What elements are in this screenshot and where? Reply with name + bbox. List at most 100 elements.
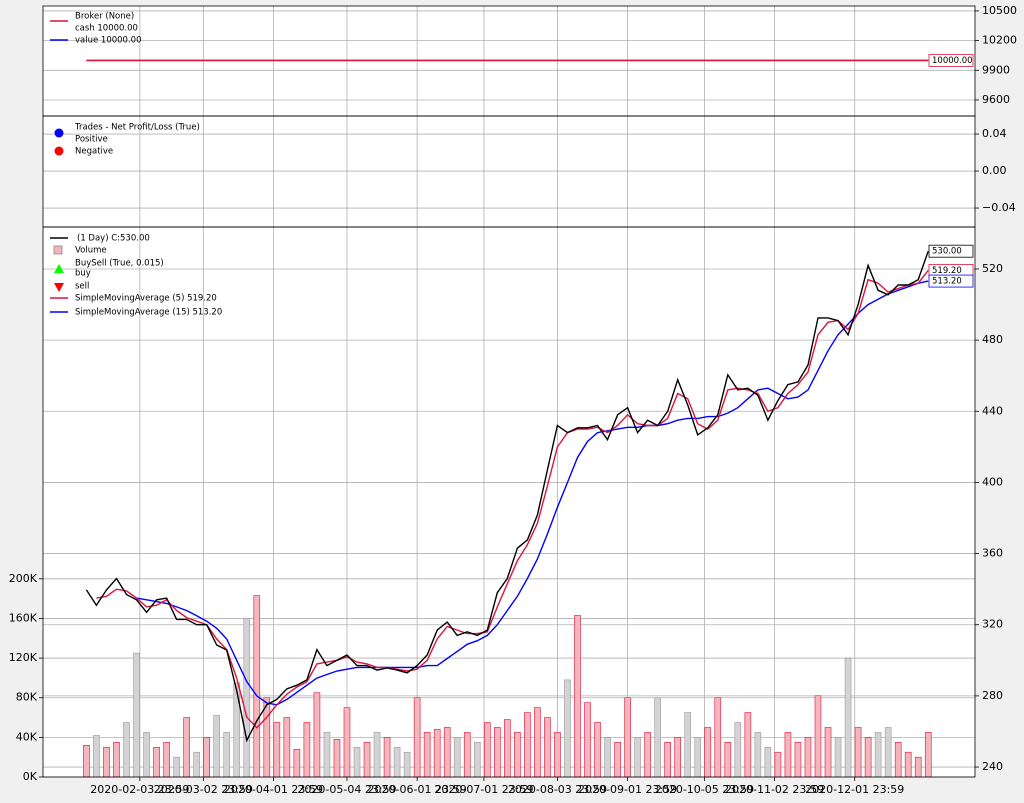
end-label: 513.20 [932,277,962,287]
y2-tick-label: 120K [9,651,38,664]
volume-bar [173,756,180,778]
volume-bar [253,595,261,778]
y-tick-label: 400 [982,475,1003,488]
volume-bar [463,732,471,778]
volume-bar [443,727,451,778]
legend-icon [54,283,64,292]
volume-bar [914,756,922,778]
x-tick-label: 2020-08-03 23:59 [508,783,607,796]
volume-bar [83,744,90,778]
volume-bar [473,742,481,778]
volume-bar [754,732,762,778]
end-label: 530.00 [932,247,962,257]
volume-bar [634,737,641,778]
end-label-box [928,244,974,258]
legend-label: Positive [75,135,108,145]
y2-tick-label: 160K [9,611,38,624]
volume-bar [524,712,531,778]
volume-bar [564,679,571,778]
legend-label: cash 10000.00 [75,24,138,34]
volume-bar [303,722,311,778]
legend-label: value 10000.00 [75,36,141,46]
volume-bar [514,732,521,778]
volume-bar [263,697,271,778]
volume-bar [584,702,591,778]
volume-bar [123,722,130,778]
volume-bar [223,732,231,778]
volume-bar [203,737,210,778]
volume-bar [774,751,782,778]
y-tick-label: 240 [982,760,1003,773]
volume-bar [273,722,281,778]
legend-label: buy [75,269,91,279]
series-line [96,269,929,729]
volume-bar [193,751,200,778]
volume-bar [93,735,100,778]
volume-bar [504,719,511,778]
volume-bar [343,707,351,778]
y-tick-label: 0.04 [982,127,1007,140]
end-label-box [928,274,974,288]
volume-bar [674,737,681,778]
volume-bar [494,727,501,778]
volume-bar [704,727,712,778]
legend-title: BuySell (True, 0.015) [75,259,164,269]
panel-trades [43,116,975,227]
y2-tick-label: 200K [9,572,38,585]
y-tick-label: 360 [982,547,1003,560]
volume-bar [684,712,692,778]
volume-bar [133,652,140,778]
volume-bar [103,746,110,778]
volume-bar [604,737,611,778]
volume-bar [544,717,551,778]
x-tick-label: 2020-07-01 23:59 [434,783,533,796]
volume-bar [654,697,661,778]
volume-bar [413,697,421,778]
end-label: 519.20 [932,266,962,276]
series-line [85,250,929,743]
volume-bar [794,742,802,778]
legend-label: SimpleMovingAverage (15) 513.20 [75,308,222,318]
volume-bar [854,727,862,778]
volume-bar [293,748,301,778]
volume-bar [363,742,371,778]
volume-bar [333,739,341,778]
volume-bar [233,682,241,778]
x-tick-label: 2020-05-04 23:59 [297,783,396,796]
volume-bar [423,732,431,778]
volume-bar [624,697,631,778]
y2-tick-label: 0K [23,770,38,783]
legend-title: Trades - Net Profit/Loss (True) [74,123,200,133]
x-tick-label: 2020-06-01 23:59 [368,783,467,796]
x-tick-label: 2020-10-05 23:59 [655,783,754,796]
volume-bar [373,732,381,778]
volume-bar [594,722,601,778]
volume-bar [924,732,932,778]
y-tick-label: 480 [982,333,1003,346]
volume-bar [113,742,120,778]
volume-bar [874,732,882,778]
y-tick-label: 520 [982,262,1003,275]
legend-icon [53,245,63,255]
end-label-box [928,54,974,67]
volume-bar [694,737,702,778]
volume-bar [183,717,190,778]
legend-label: sell [75,282,89,292]
volume-bar [453,737,461,778]
volume-bar [283,717,291,778]
volume-bar [403,751,411,778]
end-label: 10000.00 [932,56,973,66]
volume-bar [383,737,391,778]
volume-bar [213,715,221,778]
volume-bar [724,742,732,778]
volume-bar [864,737,872,778]
volume-bar [894,742,902,778]
y-tick-label: 280 [982,689,1003,702]
x-tick-label: 2020-02-03 23:59 [90,783,189,796]
legend-label: Negative [75,147,113,157]
volume-bar [884,727,892,778]
legend-icon [54,264,64,273]
y-tick-label: −0.04 [982,201,1016,214]
